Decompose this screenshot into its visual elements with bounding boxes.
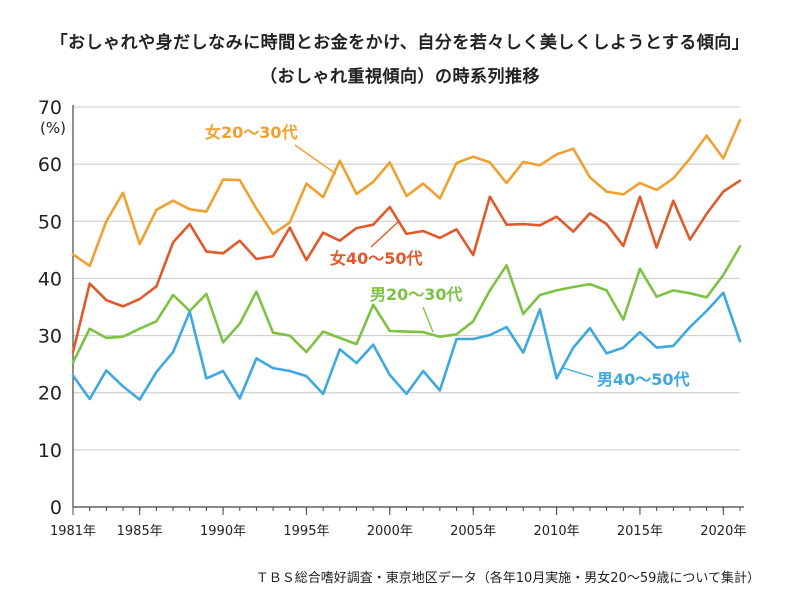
x-tick-label: 2000年 bbox=[367, 524, 413, 539]
y-tick-label: 0 bbox=[50, 497, 62, 519]
chart-subtitle: （おしゃれ重視傾向）の時系列推移 bbox=[260, 67, 540, 87]
annotation-leader bbox=[562, 367, 594, 378]
annotation-leader bbox=[422, 306, 434, 333]
series-line-1 bbox=[71, 179, 742, 354]
y-tick-label: 40 bbox=[38, 268, 62, 290]
series-annotation-label: 女20～30代 bbox=[205, 123, 298, 142]
series-annotation-label: 女40～50代 bbox=[330, 249, 423, 268]
x-tick-label: 1981年 bbox=[50, 524, 96, 539]
y-tick-label: 60 bbox=[38, 154, 62, 176]
chart-title: 「おしゃれや身だしなみに時間とお金をかけ、自分を若々しく美しくしようとする傾向」 bbox=[50, 33, 750, 53]
annotation-leader bbox=[370, 221, 399, 248]
y-tick-label: 30 bbox=[38, 326, 62, 348]
y-tick-label: 50 bbox=[38, 211, 62, 233]
x-tick-label: 2010年 bbox=[534, 524, 580, 539]
annotation-leader bbox=[294, 144, 337, 175]
x-tick-label: 1985年 bbox=[117, 524, 163, 539]
series-line-0 bbox=[71, 118, 742, 268]
series-annotation-label: 男40～50代 bbox=[597, 370, 690, 389]
x-tick-label: 2005年 bbox=[450, 524, 496, 539]
x-tick-label: 1995年 bbox=[283, 524, 329, 539]
series-annotation-label: 男20～30代 bbox=[370, 285, 463, 304]
source-note: ＴＢＳ総合嗜好調査・東京地区データ（各年10月実施・男女20～59歳について集計… bbox=[255, 571, 760, 586]
x-tick-label: 1990年 bbox=[200, 524, 246, 539]
series-line-3 bbox=[71, 291, 742, 401]
x-tick-label: 2015年 bbox=[617, 524, 663, 539]
x-tick-label: 2020年 bbox=[700, 524, 746, 539]
y-tick-label: 10 bbox=[38, 440, 62, 462]
y-tick-label: 70 bbox=[38, 97, 62, 119]
y-unit-label: (%) bbox=[40, 119, 66, 137]
y-tick-label: 20 bbox=[38, 383, 62, 405]
series-line-2 bbox=[71, 245, 742, 364]
